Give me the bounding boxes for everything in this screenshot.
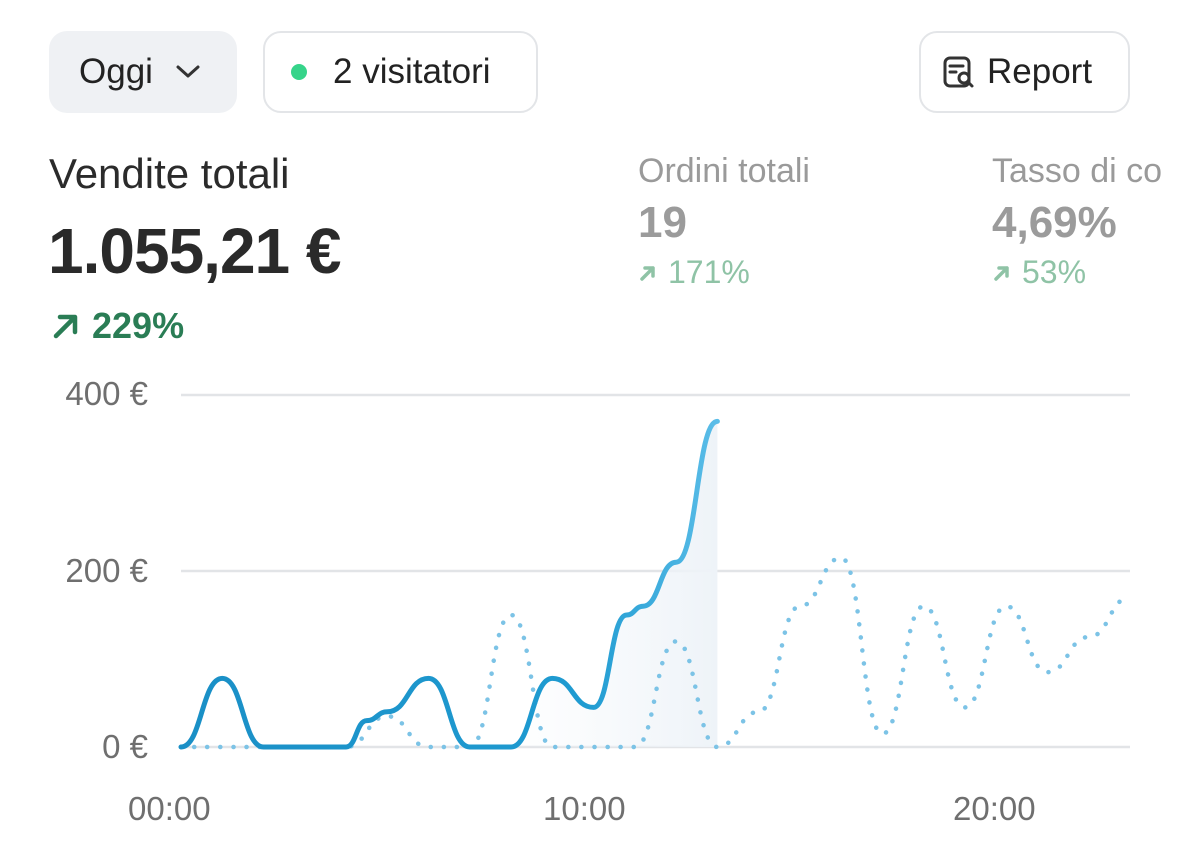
y-tick-label: 200 €: [65, 552, 148, 589]
current-period-area: [181, 421, 718, 747]
live-visitors-button[interactable]: 2 visitatori: [263, 31, 538, 113]
total-sales-change-value: 229%: [92, 305, 185, 346]
x-tick-label: 20:00: [953, 790, 1036, 827]
conversion-rate-title: Tasso di co: [992, 152, 1163, 190]
arrow-up-right-icon: [50, 310, 82, 342]
report-label: Report: [987, 52, 1093, 91]
x-tick-label: 10:00: [543, 790, 626, 827]
total-sales-title: Vendite totali: [49, 150, 290, 197]
total-orders-value: 19: [638, 198, 687, 247]
report-button[interactable]: Report: [919, 31, 1130, 113]
visitors-label: 2 visitatori: [333, 52, 491, 91]
period-label: Oggi: [79, 52, 153, 91]
conversion-rate-change: 53%: [992, 254, 1086, 291]
y-tick-label: 400 €: [65, 375, 148, 412]
total-orders-change: 171%: [638, 254, 750, 291]
current-period-line: [178, 418, 720, 750]
total-sales-value: 1.055,21 €: [48, 215, 341, 287]
chevron-down-icon: [175, 64, 201, 80]
previous-period-line: [178, 555, 1133, 750]
arrow-up-right-icon: [992, 263, 1012, 283]
arrow-up-right-icon: [638, 263, 658, 283]
conversion-rate-change-value: 53%: [1022, 254, 1087, 290]
report-search-icon: [941, 54, 977, 90]
conversion-rate-value: 4,69%: [992, 198, 1117, 247]
period-dropdown[interactable]: Oggi: [49, 31, 237, 113]
total-sales-change: 229%: [50, 305, 184, 347]
x-tick-label: 00:00: [128, 790, 211, 827]
total-orders-title: Ordini totali: [638, 152, 810, 190]
live-status-dot: [291, 64, 307, 80]
y-tick-label: 0 €: [102, 728, 148, 765]
total-orders-change-value: 171%: [668, 254, 750, 290]
